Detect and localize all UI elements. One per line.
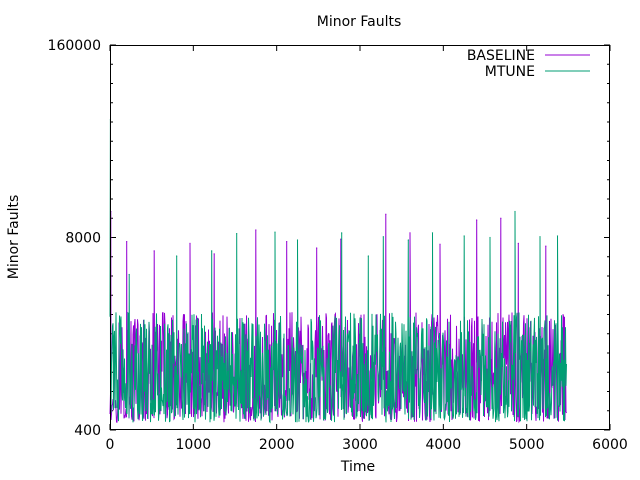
peak-point-mtune	[296, 239, 299, 241]
peak-point-mtune	[176, 255, 178, 257]
legend-label-mtune: MTUNE	[485, 64, 535, 80]
x-tick-label: 5000	[509, 437, 545, 453]
peak-point-mtune	[463, 235, 465, 237]
peak-point-mtune	[539, 236, 541, 238]
peak-point-mtune	[556, 235, 559, 237]
peak-point-baseline	[189, 242, 191, 244]
peak-point-mtune	[236, 233, 238, 235]
peak-point-mtune	[128, 273, 130, 276]
peak-point-baseline	[255, 229, 257, 231]
peak-point-mtune	[367, 255, 369, 257]
peak-point-baseline	[213, 253, 215, 255]
x-tick-label: 1000	[176, 437, 212, 453]
y-tick-label: 160000	[48, 38, 101, 54]
peak-point-mtune	[489, 236, 491, 239]
peak-point-baseline	[153, 250, 155, 252]
y-tick-label: 8000	[65, 231, 101, 247]
x-tick-label: 4000	[426, 437, 462, 453]
x-tick-label: 0	[106, 437, 115, 453]
x-tick-label: 2000	[259, 437, 295, 453]
peak-point-mtune	[382, 236, 384, 238]
peak-point-baseline	[545, 245, 547, 247]
y-tick-label: 400	[74, 423, 101, 439]
peak-point-baseline	[126, 241, 128, 243]
chart-title: Minor Faults	[317, 14, 402, 30]
plot-frame	[110, 45, 610, 430]
peak-point-baseline	[340, 238, 342, 240]
peak-point-mtune	[341, 232, 343, 234]
peak-point-baseline	[500, 217, 502, 219]
peak-point-mtune	[514, 210, 516, 213]
peak-point-baseline	[476, 219, 478, 221]
peak-point-baseline	[286, 241, 288, 243]
x-tick-label: 3000	[342, 437, 378, 453]
y-axis-label: Minor Faults	[6, 195, 22, 280]
peak-point-mtune	[431, 232, 434, 234]
peak-point-baseline	[385, 213, 387, 215]
peak-point-baseline	[409, 232, 411, 234]
peak-point-baseline	[439, 243, 441, 245]
peak-point-mtune	[407, 239, 409, 241]
axis-ticks: 0 1000 2000 3000 4000 5000 6000 400 8000 160000	[48, 38, 628, 453]
plot-series	[109, 119, 567, 424]
series-line-mtune	[109, 119, 567, 424]
peak-point-baseline	[316, 247, 318, 249]
legend-label-baseline: BASELINE	[467, 48, 535, 64]
peak-point-baseline	[517, 242, 519, 244]
peak-point-mtune	[274, 231, 276, 233]
x-axis-label: Time	[340, 459, 375, 475]
peak-point-mtune	[211, 250, 213, 252]
x-tick-label: 6000	[592, 437, 628, 453]
